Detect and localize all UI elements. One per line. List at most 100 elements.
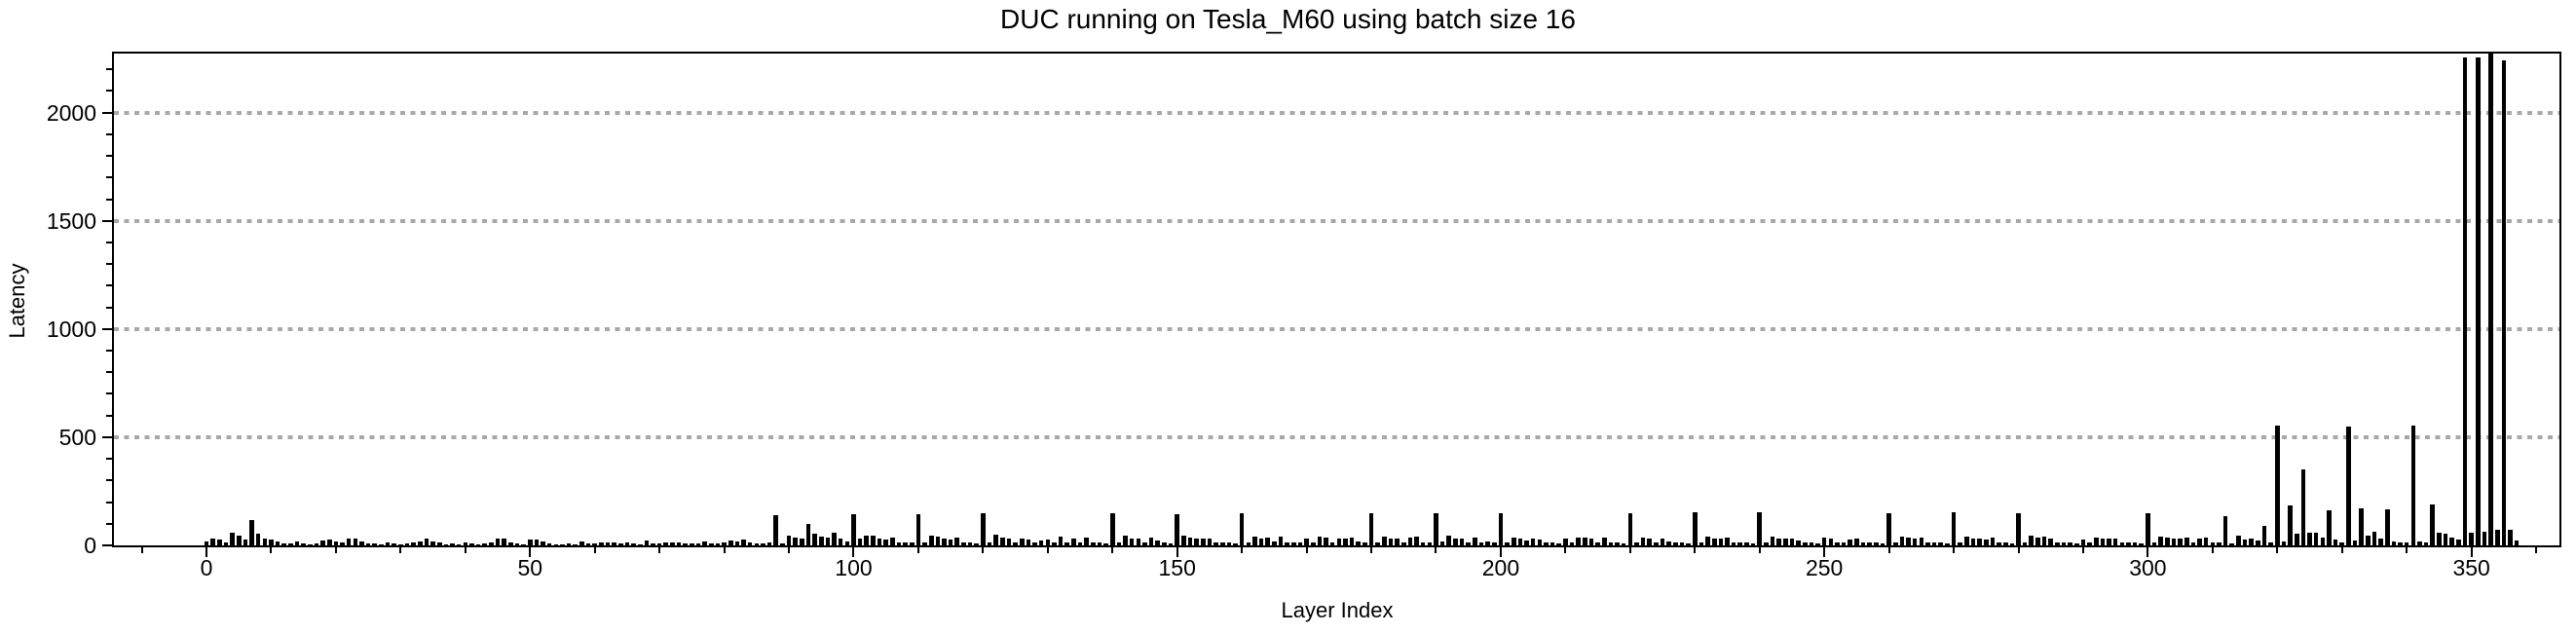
bar [2307,532,2312,545]
bar [1400,542,1406,545]
bar [1162,542,1167,545]
y-axis-title: Latency [5,263,29,339]
bar [1692,511,1698,545]
bar [2139,542,2145,545]
bar [1711,538,1717,545]
bar [2178,539,2183,545]
y-tick-label: 1000 [46,316,96,342]
bar [747,542,753,545]
bar [2430,504,2436,545]
bar [204,541,209,545]
bar [1660,538,1665,545]
bar [1278,536,1284,545]
bar [2391,541,2397,545]
bar [761,542,765,545]
bar [288,543,293,545]
bar [903,541,908,545]
bar [1828,538,1834,545]
bar [954,537,960,545]
bar [1136,538,1141,545]
bar [1272,541,1277,545]
bar [2469,532,2474,545]
bar [851,514,856,545]
bar [249,520,254,545]
bar [1181,536,1186,545]
bar [1925,542,1930,545]
bar [1854,538,1859,545]
bar [617,542,623,545]
bar [1071,538,1076,545]
bar [2016,512,2021,545]
bar [909,542,915,545]
x-tick [852,547,855,557]
y-minor-tick [106,263,112,266]
bar [308,543,313,545]
bar [1459,539,1465,545]
bar [1757,511,1763,545]
bar [1802,542,1808,545]
y-minor-tick [106,241,112,243]
bar [1544,542,1549,545]
bar [1032,542,1037,545]
bar [210,539,215,545]
bar [269,540,274,545]
x-minor-tick [1628,547,1631,553]
bar [1583,537,1587,545]
bar [2055,542,2060,545]
x-tick-label: 350 [2452,555,2490,580]
bar [1977,538,1982,545]
x-minor-tick [334,547,337,553]
bar [948,540,953,545]
bar [1116,541,1122,545]
bar [624,541,630,545]
bar [1705,536,1710,545]
bar [805,524,811,545]
bar [521,543,526,545]
bar [1886,512,1891,545]
bar [404,542,410,545]
bar [1213,542,1218,545]
bar [1329,542,1335,545]
bar [1013,541,1018,545]
chart-title: DUC running on Tesla_M60 using batch siz… [1000,4,1576,34]
bar [1038,541,1044,545]
bar [2423,541,2429,545]
bar [463,542,468,545]
bar [385,542,391,545]
bar [2151,541,2157,545]
bar [631,543,636,545]
bar [1485,541,1490,545]
bar [1809,541,1814,545]
y-minor-tick [106,132,112,135]
bar [2126,541,2131,545]
bar [1427,542,1433,545]
bar [1226,541,1232,545]
bar [838,539,843,545]
bar [1466,542,1471,545]
bar [780,542,785,545]
bar [1000,537,1005,545]
plot-area [112,52,2561,547]
bar [2346,426,2351,545]
bar [2371,532,2377,545]
bar [1219,542,1225,545]
bar [2165,537,2170,545]
y-minor-tick [106,176,112,179]
bar [1103,542,1108,545]
bar [2009,542,2015,545]
bar [1874,542,1879,545]
bar [1375,541,1380,545]
bar [223,541,229,545]
bar [1291,541,1296,545]
y-tick [102,327,112,330]
bar [450,543,455,545]
bar [585,543,591,545]
bar [1058,536,1064,545]
bar [1647,538,1653,545]
bar [1388,539,1394,545]
y-minor-tick [106,284,112,287]
bar [1200,539,1206,545]
bar [1673,542,1678,545]
bar [1246,541,1251,545]
x-minor-tick [399,547,402,553]
